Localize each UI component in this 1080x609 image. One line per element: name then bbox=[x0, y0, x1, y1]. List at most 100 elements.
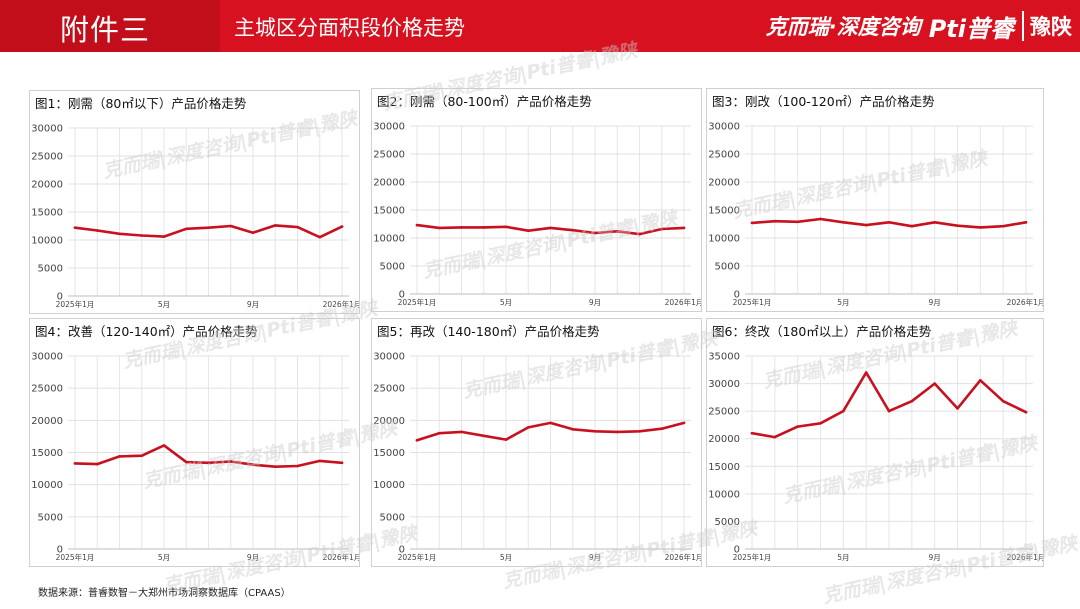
y-tick-label: 20000 bbox=[373, 416, 405, 427]
data-point bbox=[251, 463, 255, 467]
data-point bbox=[340, 461, 344, 465]
data-point bbox=[296, 464, 299, 468]
x-tick-label: 2026年1月 bbox=[1007, 552, 1043, 562]
data-point bbox=[437, 226, 441, 230]
data-point bbox=[437, 431, 441, 435]
data-source-note: 数据来源：普睿数智－大郑州市场洞察数据库（CPAAS） bbox=[38, 588, 291, 599]
y-tick-label: 30000 bbox=[31, 352, 63, 363]
x-tick-label: 2025年1月 bbox=[56, 299, 95, 309]
chart-title: 图4：改善（120-140㎡）产品价格走势 bbox=[35, 324, 258, 339]
chart-title: 图1：刚需（80㎡以下）产品价格走势 bbox=[35, 96, 247, 111]
x-tick-label: 9月 bbox=[929, 553, 941, 562]
y-tick-label: 20000 bbox=[373, 178, 405, 189]
x-tick-label: 2025年1月 bbox=[398, 297, 437, 307]
data-point bbox=[460, 430, 463, 434]
y-tick-label: 5000 bbox=[380, 512, 405, 523]
y-tick-label: 25000 bbox=[31, 384, 63, 395]
data-point bbox=[887, 221, 891, 224]
data-point bbox=[229, 460, 233, 463]
data-point bbox=[956, 224, 959, 227]
x-tick-label: 9月 bbox=[929, 298, 941, 307]
data-point bbox=[750, 221, 754, 225]
data-point bbox=[73, 226, 77, 229]
data-point bbox=[526, 426, 530, 429]
y-tick-label: 0 bbox=[399, 290, 405, 301]
y-tick-label: 0 bbox=[57, 545, 63, 556]
data-point bbox=[956, 407, 959, 410]
chart-title: 图5：再改（140-180㎡）产品价格走势 bbox=[377, 324, 600, 339]
y-tick-label: 20000 bbox=[708, 178, 740, 189]
data-point bbox=[340, 225, 344, 228]
y-tick-label: 35000 bbox=[708, 352, 740, 363]
data-point bbox=[140, 234, 144, 237]
y-tick-label: 25000 bbox=[373, 384, 405, 395]
data-point bbox=[910, 224, 914, 228]
y-tick-label: 30000 bbox=[708, 379, 740, 390]
x-tick-label: 5月 bbox=[837, 298, 849, 307]
data-point bbox=[864, 371, 868, 374]
data-point bbox=[933, 221, 936, 224]
x-tick-label: 2026年1月 bbox=[323, 552, 359, 562]
x-tick-label: 2025年1月 bbox=[733, 552, 772, 562]
data-point bbox=[819, 421, 822, 425]
y-tick-label: 20000 bbox=[708, 434, 740, 445]
y-tick-label: 5000 bbox=[380, 262, 405, 273]
data-point bbox=[979, 226, 982, 229]
data-point bbox=[526, 229, 530, 233]
data-point bbox=[682, 226, 686, 230]
data-point bbox=[549, 421, 552, 425]
x-tick-label: 5月 bbox=[837, 553, 849, 562]
x-tick-label: 9月 bbox=[589, 298, 601, 307]
y-tick-label: 25000 bbox=[31, 152, 63, 163]
y-tick-label: 15000 bbox=[373, 206, 405, 217]
y-tick-label: 15000 bbox=[31, 448, 63, 459]
chart-panel-5: 图5：再改（140-180㎡）产品价格走势 0 5000 10000 15000 2000… bbox=[371, 318, 702, 567]
x-tick-label: 2025年1月 bbox=[733, 297, 772, 307]
chart-title: 图2：刚需（80-100㎡）产品价格走势 bbox=[377, 94, 592, 109]
y-tick-label: 10000 bbox=[373, 234, 405, 245]
y-tick-label: 25000 bbox=[708, 407, 740, 418]
y-tick-label: 5000 bbox=[715, 517, 740, 528]
data-point bbox=[796, 220, 799, 224]
data-point bbox=[660, 427, 664, 430]
y-tick-label: 10000 bbox=[373, 480, 405, 491]
x-tick-label: 2026年1月 bbox=[665, 552, 701, 562]
data-point bbox=[229, 224, 233, 228]
data-point bbox=[504, 438, 508, 441]
data-point bbox=[482, 226, 486, 229]
chart-panel-3: 图3：刚改（100-120㎡）产品价格走势 0 5000 10000 15000 2000… bbox=[706, 88, 1044, 312]
data-point bbox=[549, 226, 552, 230]
data-point bbox=[773, 219, 777, 223]
data-point bbox=[73, 462, 77, 465]
data-point bbox=[593, 429, 597, 433]
data-point bbox=[95, 462, 99, 466]
data-point bbox=[864, 223, 868, 227]
x-tick-label: 2026年1月 bbox=[1007, 297, 1043, 307]
y-tick-label: 5000 bbox=[38, 512, 63, 523]
logo-purui: Pti普睿 bbox=[928, 14, 1014, 43]
x-tick-label: 5月 bbox=[158, 553, 170, 562]
y-tick-label: 20000 bbox=[31, 416, 63, 427]
x-tick-label: 2026年1月 bbox=[323, 299, 359, 309]
data-point bbox=[750, 431, 754, 435]
line-chart: 图3：刚改（100-120㎡）产品价格走势 0 5000 10000 15000 2000… bbox=[708, 94, 1043, 307]
header-bar: 附件三 主城区分面积段价格走势 克而瑞·深度咨询 Pti普睿 豫陕 bbox=[0, 0, 1080, 52]
y-tick-label: 30000 bbox=[373, 122, 405, 133]
y-tick-label: 25000 bbox=[708, 150, 740, 161]
y-tick-label: 15000 bbox=[708, 206, 740, 217]
data-point bbox=[296, 225, 299, 229]
data-point bbox=[887, 409, 891, 413]
x-tick-label: 5月 bbox=[500, 553, 512, 562]
y-tick-label: 0 bbox=[734, 290, 740, 301]
data-point bbox=[504, 225, 508, 229]
y-tick-label: 30000 bbox=[373, 352, 405, 363]
data-point bbox=[460, 226, 463, 229]
y-tick-label: 15000 bbox=[31, 208, 63, 219]
data-point bbox=[162, 235, 166, 238]
y-tick-label: 10000 bbox=[31, 236, 63, 247]
data-point bbox=[660, 227, 664, 231]
logo-yushan: 豫陕 bbox=[1022, 11, 1072, 41]
data-point bbox=[162, 444, 166, 447]
line-chart: 图5：再改（140-180㎡）产品价格走势 0 5000 10000 15000 2000… bbox=[373, 324, 701, 562]
data-point bbox=[796, 425, 799, 428]
